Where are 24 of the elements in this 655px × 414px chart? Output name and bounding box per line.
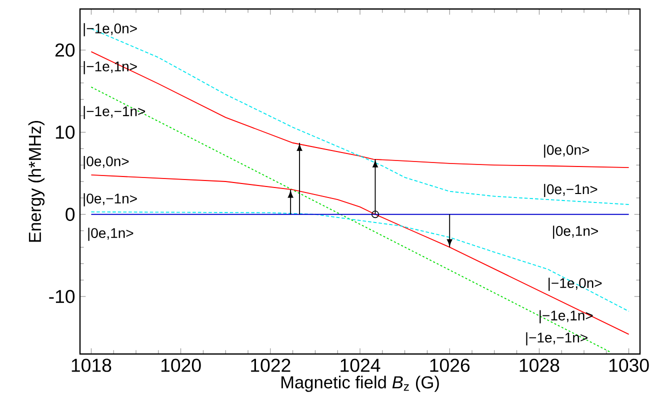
annotation: |0e,0n> — [544, 144, 589, 158]
y-tick-label: 20 — [55, 43, 75, 57]
y-tick-label: -10 — [49, 290, 75, 304]
x-tick-label: 1022 — [251, 358, 290, 372]
annotation: |−1e,−1n> — [526, 332, 588, 346]
annotation: |−1e,1n> — [540, 310, 593, 324]
annotation: |−1e,0n> — [84, 23, 137, 36]
annotation: |0e,0n> — [84, 156, 129, 170]
x-tick-label: 1024 — [340, 358, 380, 372]
annotation: |0e,−1n> — [84, 193, 137, 206]
annotation: |0e,−1n> — [544, 184, 598, 198]
y-tick-label: 10 — [56, 126, 75, 139]
x-tick-label: 1028 — [520, 358, 560, 372]
y-tick-label: 0 — [66, 208, 75, 221]
y-axis-title: Energy (h*MHz) — [28, 120, 44, 242]
x-tick-label: 1020 — [161, 358, 201, 372]
x-axis-title: Magnetic field B$_{z}$ (G) — [281, 376, 439, 392]
x-tick-label: 1018 — [72, 358, 112, 372]
x-tick-label: 1030 — [609, 358, 649, 372]
annotation: |−1e,−1n> — [84, 106, 146, 120]
x-tick-label: 1026 — [430, 358, 470, 372]
annotation: |0e,1n> — [88, 228, 134, 241]
annotation: |0e,1n> — [553, 226, 598, 239]
annotation: |−1e,0n> — [548, 278, 602, 291]
